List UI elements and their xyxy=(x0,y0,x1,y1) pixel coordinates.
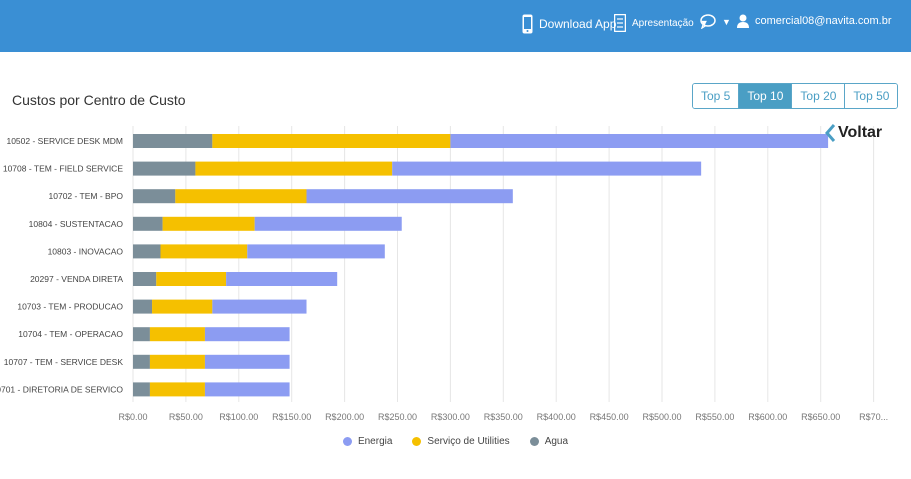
y-category-label: 10702 - TEM - BPO xyxy=(49,191,124,201)
y-category-label: 10707 - TEM - SERVICE DESK xyxy=(4,357,124,367)
x-tick-label: R$100.00 xyxy=(219,412,258,422)
bar-segment xyxy=(156,272,227,286)
x-tick-label: R$550.00 xyxy=(695,412,734,422)
voltar-button[interactable]: Voltar xyxy=(824,124,882,142)
caret-down-icon: ▼ xyxy=(699,18,709,28)
bar-segment xyxy=(133,189,176,204)
bar-segment xyxy=(133,134,213,148)
legend-swatch xyxy=(412,437,422,446)
x-tick-label: R$650.00 xyxy=(801,412,840,422)
bar-segment xyxy=(149,382,205,397)
legend-swatch xyxy=(342,437,352,446)
legend-label: Agua xyxy=(544,436,569,447)
top-10-button[interactable]: Top 10 xyxy=(738,84,792,108)
x-tick-label: R$300.00 xyxy=(431,412,470,422)
bar-segment xyxy=(204,354,290,369)
top-20-button[interactable]: Top 20 xyxy=(791,84,845,108)
y-category-label: 20297 - VENDA DIRETA xyxy=(30,274,123,284)
y-category-label: 10704 - TEM - OPERACAO xyxy=(18,329,123,339)
bar-segment xyxy=(133,382,150,397)
bar-segment xyxy=(212,299,307,314)
x-tick-label: R$350.00 xyxy=(484,412,523,422)
chart-title: Custos por Centro de Custo xyxy=(12,92,186,108)
x-tick-label: R$400.00 xyxy=(537,412,576,422)
legend-item-agua[interactable]: Agua xyxy=(529,436,569,447)
y-category-label: 10701 - DIRETORIA DE SERVICO xyxy=(0,384,123,394)
top-n-selector: Top 5 Top 10 Top 20 Top 50 xyxy=(692,83,899,109)
legend-swatch xyxy=(529,437,539,446)
x-tick-label: R$70... xyxy=(859,412,888,422)
bar-segment xyxy=(306,189,513,204)
bar-segment xyxy=(226,272,338,286)
bar-segment xyxy=(133,354,150,369)
voltar-label: Voltar xyxy=(838,124,883,141)
chevron-left-icon xyxy=(825,124,836,142)
bar-segment xyxy=(133,299,153,314)
x-tick-label: R$250.00 xyxy=(378,412,417,422)
bar-segment xyxy=(152,299,213,314)
bar-segment xyxy=(392,161,702,176)
x-tick-label: R$450.00 xyxy=(590,412,629,422)
bar-segment xyxy=(247,244,385,259)
top-navigation-bar: Download App Apresentação ▼ ▼ comercial0… xyxy=(0,0,911,52)
y-category-label: 10804 - SUSTENTACAO xyxy=(29,219,124,229)
phone-icon xyxy=(522,14,533,34)
download-app-link[interactable]: Download App xyxy=(522,14,616,34)
bar-segment xyxy=(212,134,451,148)
legend-label: Serviço de Utilities xyxy=(427,436,510,447)
chart-legend: Energia Serviço de Utilities Agua xyxy=(0,436,911,447)
bar-segment xyxy=(204,382,290,397)
bar-segment xyxy=(133,327,150,342)
bar-segment xyxy=(160,244,248,259)
bar-segment xyxy=(195,161,393,176)
presentation-menu[interactable]: Apresentação ▼ xyxy=(614,14,709,32)
bar-segment xyxy=(133,244,161,259)
download-app-label: Download App xyxy=(539,17,617,31)
bar-segment xyxy=(204,327,290,342)
chat-bubble-icon xyxy=(700,14,716,29)
bar-segment xyxy=(254,216,402,231)
bar-segment xyxy=(133,272,157,286)
bar-segment xyxy=(149,354,205,369)
y-category-label: 10803 - INOVACAO xyxy=(48,246,124,256)
user-icon xyxy=(737,14,749,28)
user-menu[interactable]: comercial08@navita.com.br xyxy=(737,14,892,28)
legend-label: Energia xyxy=(357,436,393,447)
legend-item-energia[interactable]: Energia xyxy=(342,436,393,447)
x-tick-label: R$200.00 xyxy=(325,412,364,422)
bar-segment xyxy=(162,216,255,231)
x-tick-label: R$150.00 xyxy=(272,412,311,422)
chat-menu[interactable]: ▼ xyxy=(700,14,731,29)
user-email: comercial08@navita.com.br xyxy=(755,15,892,27)
x-tick-label: R$600.00 xyxy=(748,412,787,422)
x-tick-label: R$50.00 xyxy=(169,412,203,422)
x-tick-label: R$0.00 xyxy=(118,412,147,422)
x-tick-label: R$500.00 xyxy=(642,412,681,422)
bar-segment xyxy=(450,134,829,148)
document-icon xyxy=(614,14,626,32)
bar-segment xyxy=(133,161,196,176)
bar-segment xyxy=(133,216,163,231)
y-category-label: 10703 - TEM - PRODUCAO xyxy=(17,302,123,312)
y-category-label: 10708 - TEM - FIELD SERVICE xyxy=(3,164,123,174)
presentation-label: Apresentação xyxy=(632,17,694,29)
y-category-label: 10502 - SERVICE DESK MDM xyxy=(6,136,123,146)
caret-down-icon: ▼ xyxy=(722,16,731,27)
top-50-button[interactable]: Top 50 xyxy=(844,84,898,108)
bar-segment xyxy=(175,189,307,204)
legend-item-servico[interactable]: Serviço de Utilities xyxy=(412,436,510,447)
bar-segment xyxy=(149,327,205,342)
top-5-button[interactable]: Top 5 xyxy=(693,84,739,108)
